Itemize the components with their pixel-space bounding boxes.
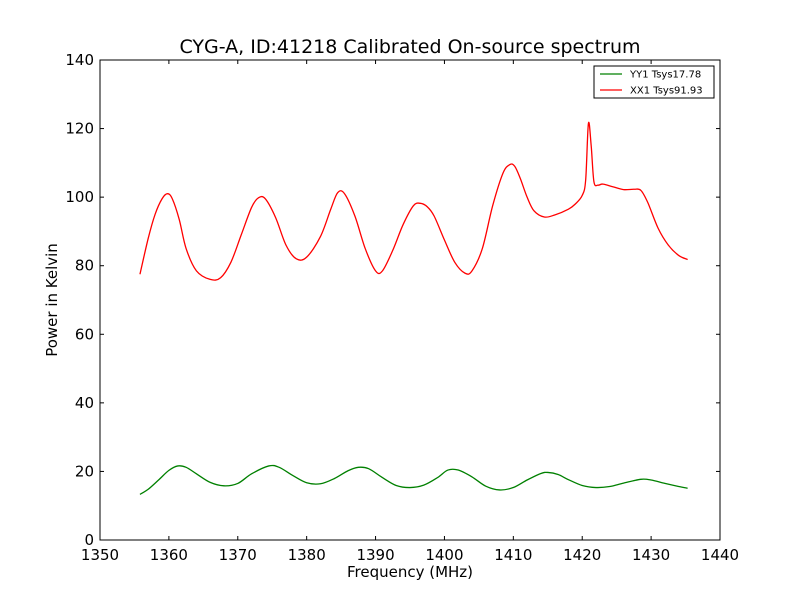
y-tick-label: 20 <box>75 462 94 480</box>
y-tick-label: 0 <box>84 531 94 549</box>
legend-label: XX1 Tsys91.93 <box>630 86 703 97</box>
chart-title: CYG-A, ID:41218 Calibrated On-source spe… <box>179 36 640 58</box>
x-axis-label: Frequency (MHz) <box>347 563 473 581</box>
series-line-1 <box>139 464 688 495</box>
x-tick-label: 1420 <box>563 546 601 564</box>
series-layer <box>139 121 688 495</box>
legend: YY1 Tsys17.78 XX1 Tsys91.93 <box>593 65 715 99</box>
ticks-layer: 1350 1360 1370 1380 1390 1400 1410 1420 1430 1440… <box>65 51 739 564</box>
y-tick-label: 120 <box>65 120 94 138</box>
legend-label: YY1 Tsys17.78 <box>629 70 701 81</box>
x-tick-label: 1390 <box>356 546 394 564</box>
x-tick-label: 1360 <box>150 546 188 564</box>
y-axis-label: Power in Kelvin <box>43 243 61 357</box>
y-tick-label: 60 <box>75 325 94 343</box>
y-tick-label: 40 <box>75 394 94 412</box>
plot-frame <box>99 59 721 541</box>
x-tick-label: 1440 <box>701 546 739 564</box>
x-tick-label: 1430 <box>632 546 670 564</box>
y-tick-label: 100 <box>65 188 94 206</box>
x-tick-label: 1350 <box>81 546 119 564</box>
legend-frame <box>593 65 715 99</box>
x-tick-label: 1380 <box>288 546 326 564</box>
x-tick-label: 1410 <box>494 546 532 564</box>
x-tick-label: 1370 <box>219 546 257 564</box>
series-line-2 <box>139 121 688 281</box>
x-tick-label: 1400 <box>425 546 463 564</box>
y-tick-label: 140 <box>65 51 94 69</box>
y-tick-label: 80 <box>75 257 94 275</box>
